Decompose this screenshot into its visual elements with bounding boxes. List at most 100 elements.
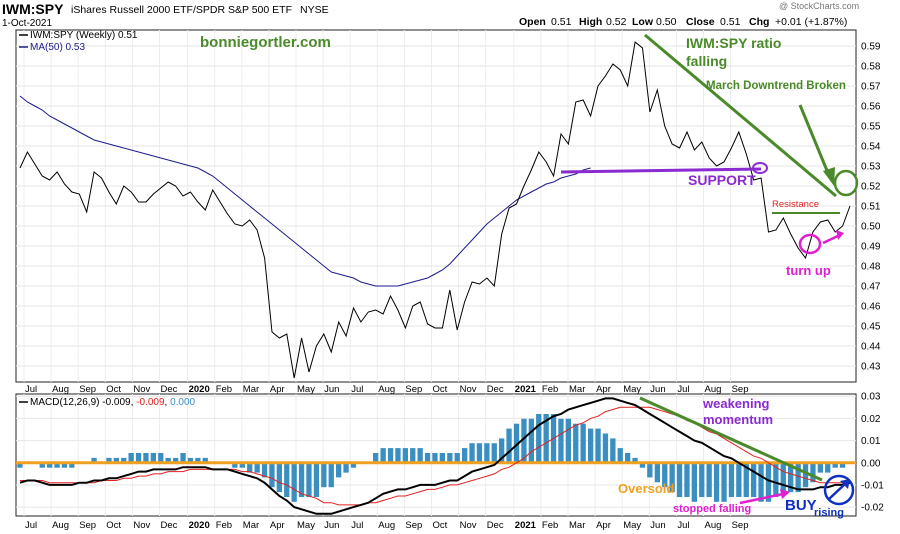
histogram-bar	[462, 448, 468, 463]
quote-low-label: Low	[632, 16, 654, 28]
x-tick-label: Mar	[569, 384, 585, 395]
buy-circle	[823, 474, 855, 506]
histogram-bar	[573, 423, 579, 463]
histogram-bar	[580, 423, 586, 463]
x-tick-label: Apr	[596, 520, 611, 531]
x-tick-label: Aug	[378, 384, 395, 395]
histogram-bar	[647, 462, 653, 478]
x-tick-label: Oct	[433, 520, 448, 531]
quote-close-label: Close	[686, 16, 715, 28]
histogram-bar	[313, 462, 320, 497]
price-gridlines	[16, 30, 856, 382]
histogram-bar	[202, 457, 208, 463]
histogram-bar	[187, 457, 194, 463]
turn-up-circle	[798, 233, 822, 255]
turn-up-arrow	[822, 233, 841, 245]
histogram-bar	[536, 414, 542, 463]
x-tick-label: Mar	[243, 384, 259, 395]
histogram-bar	[506, 428, 512, 463]
price-y-tick-label: 0.59	[861, 42, 881, 53]
histogram-bar	[47, 462, 53, 468]
price-y-tick-label: 0.56	[861, 102, 881, 113]
x-tick-label: Nov	[460, 520, 477, 531]
histogram-bar	[439, 453, 445, 463]
annotation-weakening-1: weakening	[702, 396, 770, 411]
histogram-bar	[810, 462, 816, 483]
quote-bar: Open 0.51 High 0.52 Low 0.50 Close 0.51 …	[519, 16, 847, 28]
histogram-bar	[254, 462, 260, 473]
histogram-bar	[543, 414, 549, 463]
histogram-bar	[387, 448, 394, 463]
annotation-downtrend: March Downtrend Broken	[706, 80, 846, 92]
legend-histogram-value: 0.000	[170, 397, 195, 408]
legend-macd-label: MACD(12,26,9)	[30, 397, 99, 408]
x-tick-label: Feb	[542, 384, 558, 395]
histogram-bar	[291, 462, 297, 502]
macd-y-tick-label: 0.03	[861, 392, 881, 403]
histogram-bar	[410, 448, 416, 463]
legend-ma: MA(50) 0.53	[30, 42, 85, 53]
histogram-bar	[432, 453, 438, 463]
x-tick-label: Aug	[52, 520, 69, 531]
price-line	[19, 41, 851, 379]
quote-high-label: High	[579, 16, 602, 28]
macd-panel-frame	[15, 393, 857, 517]
histogram-bar	[173, 457, 179, 463]
histogram-bar	[195, 457, 201, 463]
price-y-tick-label: 0.46	[861, 302, 881, 313]
downtrend-arrow	[798, 104, 830, 174]
x-tick-label: Jun	[324, 384, 339, 395]
x-tick-label: Jul	[677, 384, 689, 395]
x-tick-label: Sep	[732, 384, 749, 395]
x-tick-label: Sep	[732, 520, 749, 531]
x-tick-label: Oct	[106, 520, 121, 531]
x-tick-label: Apr	[270, 520, 285, 531]
histogram-bar	[610, 438, 616, 463]
histogram-bar	[380, 448, 386, 463]
stopped-arrow-head	[780, 489, 790, 499]
x-tick-label: 2020	[189, 520, 210, 531]
rising-arrow-head	[840, 479, 850, 489]
x-tick-label: 2021	[515, 520, 537, 531]
histogram-bar	[150, 453, 156, 463]
macd-y-tick-label: 0.02	[861, 414, 881, 425]
histogram-bar	[817, 462, 823, 473]
histogram-bar	[113, 457, 119, 463]
price-y-tick-label: 0.55	[861, 122, 881, 133]
x-tick-label: Jul	[25, 384, 37, 395]
histogram-bar	[795, 462, 801, 493]
x-tick-label: Feb	[542, 520, 558, 531]
quote-open-label: Open	[519, 16, 546, 28]
x-tick-label: Nov	[460, 384, 477, 395]
momentum-line	[639, 396, 823, 482]
histogram-bar	[706, 462, 712, 497]
macd-y-tick-label: 0.01	[861, 436, 881, 447]
downtrend-line	[644, 33, 837, 198]
annotation-resistance: Resistance	[772, 199, 819, 210]
x-tick-label: May	[623, 384, 641, 395]
histogram-bar	[165, 457, 171, 463]
histogram-bar	[121, 457, 127, 463]
histogram-bar	[728, 462, 735, 497]
macd-signal-line	[20, 406, 850, 506]
breakout-circle	[833, 169, 859, 197]
x-tick-label: Jun	[650, 384, 665, 395]
histogram-bar	[69, 462, 75, 468]
histogram-bar	[528, 418, 534, 463]
histogram-bar	[832, 462, 838, 468]
histogram-bar	[758, 462, 764, 502]
histogram-bar	[721, 462, 727, 502]
histogram-bar	[788, 462, 794, 493]
x-tick-label: Nov	[133, 520, 150, 531]
x-tick-label: May	[623, 520, 641, 531]
histogram-bar	[469, 443, 475, 463]
histogram-bar	[773, 462, 779, 497]
histogram-bar	[751, 462, 757, 497]
quote-close-value: 0.51	[720, 16, 741, 28]
price-y-tick-label: 0.52	[861, 182, 881, 193]
annotation-weakening-2: momentum	[703, 412, 773, 427]
x-tick-label: Jul	[677, 520, 689, 531]
histogram-bar	[595, 428, 601, 463]
histogram-bar	[128, 453, 134, 463]
